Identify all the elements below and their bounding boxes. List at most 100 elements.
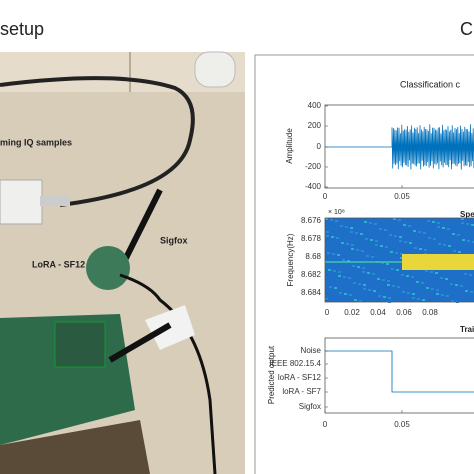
noise xyxy=(347,260,350,262)
noise xyxy=(336,237,339,239)
noise xyxy=(340,225,343,227)
noise xyxy=(425,270,428,272)
y-tick-label: Sigfox xyxy=(299,402,321,411)
noise xyxy=(404,241,407,243)
noise xyxy=(432,221,435,223)
noise xyxy=(383,296,386,298)
y-tick-label: 8.68 xyxy=(305,252,321,261)
axes xyxy=(324,337,474,414)
noise xyxy=(358,283,361,285)
noise xyxy=(348,277,351,279)
noise xyxy=(355,232,358,234)
noise xyxy=(392,285,395,287)
noise xyxy=(363,284,366,286)
noise xyxy=(331,236,334,238)
y-tick-label: 8.676 xyxy=(301,216,322,225)
noise xyxy=(327,252,330,254)
noise xyxy=(453,250,456,252)
noise xyxy=(380,245,383,247)
noise xyxy=(377,278,380,280)
noise xyxy=(413,230,416,232)
y-tick-label: -400 xyxy=(305,182,322,191)
noise xyxy=(400,257,403,259)
photo xyxy=(0,51,245,474)
noise xyxy=(349,294,352,296)
noise xyxy=(365,238,368,240)
y-tick-label: 200 xyxy=(308,121,322,130)
noise xyxy=(406,275,409,277)
axes xyxy=(324,104,474,189)
noise xyxy=(435,272,438,274)
noise xyxy=(452,233,455,235)
noise xyxy=(361,250,364,252)
x-tick-label: 0.02 xyxy=(344,308,360,317)
noise xyxy=(338,275,341,277)
noise xyxy=(397,286,400,288)
noise xyxy=(353,282,356,284)
noise xyxy=(437,226,440,228)
noise xyxy=(343,276,346,278)
noise xyxy=(447,228,450,230)
noise xyxy=(375,240,378,242)
noise xyxy=(445,278,448,280)
noise xyxy=(330,219,333,221)
noise xyxy=(372,273,375,275)
noise xyxy=(467,240,470,242)
noise xyxy=(460,285,463,287)
noise xyxy=(335,220,338,222)
noise xyxy=(433,238,436,240)
left-title: setup xyxy=(0,19,44,39)
noise xyxy=(362,267,365,269)
y-tick-label: 8.684 xyxy=(301,288,322,297)
noise xyxy=(381,262,384,264)
noise xyxy=(325,218,328,220)
y-tick-label: 8.678 xyxy=(301,234,322,243)
y-label: Amplitude xyxy=(285,128,294,164)
noise xyxy=(443,244,446,246)
noise xyxy=(461,222,464,224)
noise xyxy=(385,246,388,248)
noise xyxy=(441,294,444,296)
y-tick-label: IEEE 802.15.4 xyxy=(269,359,321,368)
x-tick-label: 0.05 xyxy=(394,420,410,429)
noise xyxy=(337,254,340,256)
noise xyxy=(401,274,404,276)
noise xyxy=(391,268,394,270)
noise xyxy=(339,292,342,294)
noise xyxy=(396,269,399,271)
x-tick-label: 0 xyxy=(323,192,328,201)
noise xyxy=(368,289,371,291)
noise xyxy=(417,298,420,300)
noise xyxy=(328,269,331,271)
noise xyxy=(351,244,354,246)
signal-band xyxy=(402,254,474,270)
x-tick-label: 0.04 xyxy=(370,308,386,317)
noise xyxy=(378,295,381,297)
photo-label: LoRA - SF12 xyxy=(32,259,85,269)
y-tick-label: -200 xyxy=(305,162,322,171)
noise xyxy=(342,259,345,261)
noise xyxy=(395,252,398,254)
right-title: C xyxy=(460,19,473,39)
noise xyxy=(369,222,372,224)
x-tick-label: 0 xyxy=(325,308,330,317)
noise xyxy=(416,281,419,283)
noise xyxy=(451,300,454,302)
noise xyxy=(437,222,440,224)
noise xyxy=(344,293,347,295)
noise xyxy=(398,219,401,221)
noise xyxy=(402,291,405,293)
x-tick-label: 0.06 xyxy=(396,308,412,317)
noise xyxy=(438,243,441,245)
noise xyxy=(373,290,376,292)
noise xyxy=(357,266,360,268)
noise xyxy=(442,227,445,229)
noise xyxy=(374,223,377,225)
noise xyxy=(466,223,469,225)
noise xyxy=(422,299,425,301)
noise xyxy=(403,224,406,226)
noise xyxy=(363,288,366,290)
noise xyxy=(431,288,434,290)
